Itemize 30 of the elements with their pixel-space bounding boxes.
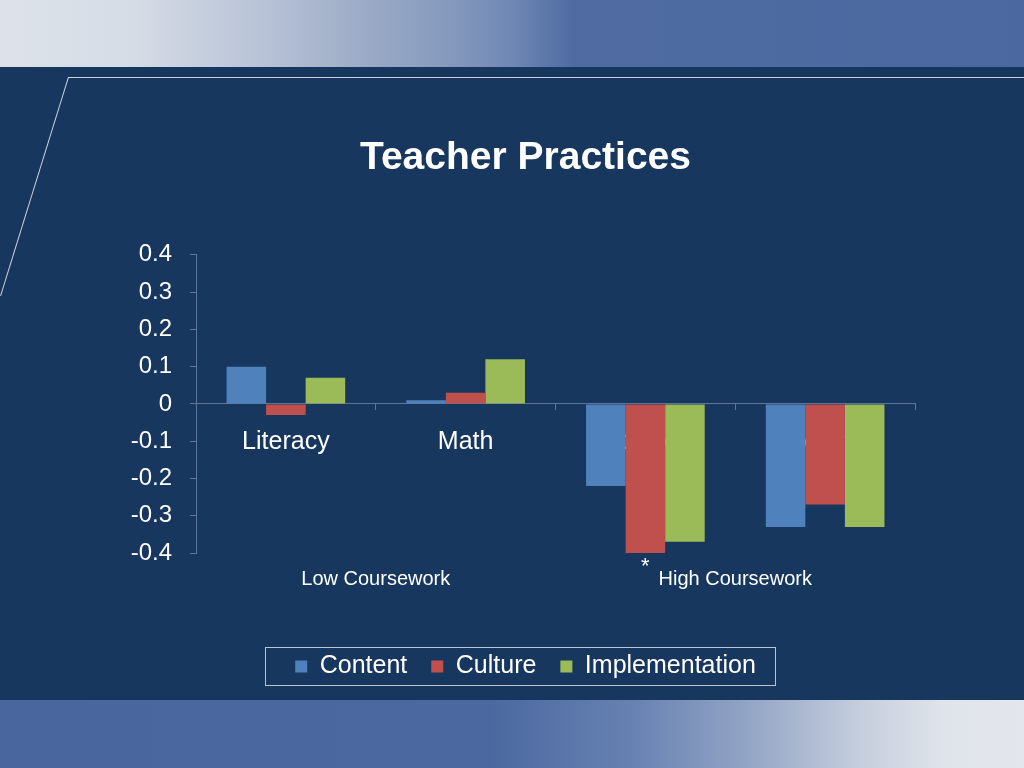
y-tick-label: -0.3 — [130, 500, 172, 528]
text: Low Coursework — [301, 566, 452, 589]
legend-label: Content — [319, 650, 408, 679]
annotation: * — [641, 553, 651, 579]
bar — [765, 404, 806, 527]
bar — [625, 404, 666, 553]
x-tick-label: Literacy — [242, 425, 331, 454]
bar — [406, 400, 446, 404]
chart-title: Teacher Practices — [360, 134, 691, 178]
bar — [266, 404, 306, 416]
bar — [445, 392, 486, 404]
bar — [305, 377, 346, 404]
y-tick-label: -0.4 — [130, 537, 172, 565]
bar — [226, 366, 267, 404]
y-tick-label: 0.1 — [138, 351, 172, 379]
legend-label: Culture — [455, 650, 537, 679]
y-tick-label: 0.3 — [138, 276, 172, 304]
bar — [805, 404, 845, 505]
bar — [485, 359, 525, 404]
bar — [665, 404, 705, 542]
y-tick-label: 0.4 — [138, 239, 172, 267]
y-tick-label: -0.2 — [130, 463, 172, 491]
text: High Coursework — [658, 566, 813, 589]
y-tick-label: 0.2 — [138, 313, 172, 341]
legend-label: Implementation — [584, 650, 756, 679]
y-tick-label: 0 — [158, 388, 172, 416]
y-tick-label: -0.1 — [130, 425, 172, 453]
bar — [844, 404, 885, 527]
x-tick-label: Math — [437, 425, 494, 454]
bar — [586, 404, 626, 486]
